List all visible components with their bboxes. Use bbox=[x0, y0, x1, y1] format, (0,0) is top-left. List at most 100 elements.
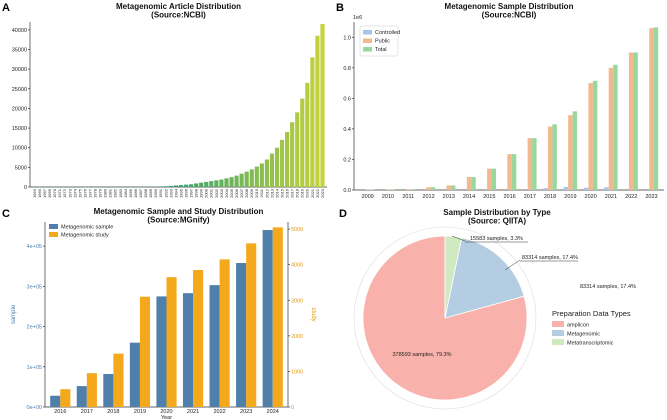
chart-c-bar-metagenomic-study-2019 bbox=[139, 296, 151, 407]
chart-a-bar-2001 bbox=[209, 181, 214, 187]
chart-c-bar-metagenomic-study-2020 bbox=[166, 277, 177, 407]
chart-a-xtick-label-2021: 2021 bbox=[310, 188, 315, 198]
chart-a-ytick-label-4: 20000 bbox=[12, 106, 27, 112]
chart-c-bar-metagenomic-sample-2022 bbox=[209, 285, 220, 407]
chart-c-xtick-label-2022: 2022 bbox=[213, 409, 225, 415]
chart-d-label-amplicon: 378593 samples, 79.3% bbox=[392, 352, 451, 358]
chart-b-ytick-label-1: 0.2 bbox=[343, 157, 351, 163]
chart-b-bar-public-2014 bbox=[466, 177, 472, 190]
chart-b-bar-public-2022 bbox=[628, 52, 634, 190]
chart-c-ytick-right-label-2: 2000 bbox=[291, 334, 303, 340]
chart-d-label-metatranscriptomic: 15583 samples, 3.3% bbox=[470, 236, 523, 242]
chart-a-bar-2014 bbox=[274, 147, 280, 187]
chart-b-ytick-label-0: 0.0 bbox=[343, 188, 351, 194]
chart-c-ytick-left-label-3: 3e+05 bbox=[27, 284, 42, 290]
chart-a-xtick-label-2009: 2009 bbox=[249, 188, 254, 198]
chart-a-ytick-label-3: 15000 bbox=[12, 126, 27, 132]
chart-c-xtick-label-2019: 2019 bbox=[134, 409, 146, 415]
panel-label-a: A bbox=[2, 2, 10, 14]
chart-c-bar-metagenomic-study-2016 bbox=[60, 389, 71, 407]
panel-label-d: D bbox=[339, 208, 347, 220]
chart-a-xtick-label-2017: 2017 bbox=[290, 188, 295, 198]
chart-b-bar-total-2022 bbox=[633, 52, 638, 190]
chart-a-bar-2021 bbox=[310, 57, 315, 187]
chart-c-ytick-left-label-1: 1e+05 bbox=[27, 365, 42, 371]
chart-a-xtick-label-1980: 1980 bbox=[103, 188, 108, 198]
chart-a-bar-1998 bbox=[194, 183, 199, 187]
chart-a-bar-1992 bbox=[163, 186, 168, 187]
chart-b-bar-total-2014 bbox=[471, 177, 476, 190]
chart-b-xtick-label-2014: 2014 bbox=[463, 194, 475, 200]
chart-b-xtick-label-2020: 2020 bbox=[585, 194, 597, 200]
chart-a-bar-2016 bbox=[285, 132, 290, 187]
chart-b-xtick-label-2019: 2019 bbox=[564, 194, 576, 200]
chart-b-title-line-1: (Source:NCBI) bbox=[482, 11, 537, 20]
chart-c-ytick-right-label-1: 1000 bbox=[291, 369, 303, 375]
chart-d-legend-label-amplicon: amplicon bbox=[567, 323, 589, 329]
chart-d-leader-metatranscriptomic bbox=[451, 235, 466, 242]
chart-b-bar-public-2011 bbox=[406, 189, 411, 190]
chart-b-bar-public-2016 bbox=[507, 154, 512, 190]
chart-c-bar-metagenomic-study-2018 bbox=[113, 353, 124, 407]
chart-b-bar-controlled-2020 bbox=[583, 187, 589, 190]
chart-b-bar-total-2012 bbox=[430, 187, 436, 190]
chart-a-xtick-label-1974: 1974 bbox=[72, 188, 77, 198]
chart-a-bar-2022 bbox=[315, 35, 320, 187]
chart-b-xtick-label-2010: 2010 bbox=[382, 194, 394, 200]
chart-a-ytick-label-6: 30000 bbox=[12, 67, 27, 73]
chart-c-title-line-1: (Source:MGnify) bbox=[147, 216, 210, 225]
qiita-pie-chart: Sample Distribution by Type(Source: QIIT… bbox=[353, 208, 636, 410]
chart-d-title-line-0: Sample Distribution by Type bbox=[443, 208, 551, 217]
chart-b-bar-public-2010 bbox=[385, 189, 391, 190]
chart-c-ylabel-left: sample bbox=[11, 304, 17, 324]
chart-a-bar-2017 bbox=[290, 122, 295, 187]
chart-c-bar-metagenomic-sample-2023 bbox=[236, 263, 247, 407]
chart-b-ytick-label-2: 0.4 bbox=[343, 127, 351, 133]
chart-b-legend-swatch-controlled bbox=[363, 30, 372, 35]
chart-a-xtick-label-1984: 1984 bbox=[123, 188, 128, 198]
chart-d-slice-metagenomic bbox=[444, 237, 525, 319]
chart-a-bar-2005 bbox=[229, 177, 234, 187]
chart-b-legend-swatch-public bbox=[363, 38, 372, 43]
chart-a-bar-2013 bbox=[269, 153, 275, 187]
chart-a-ytick-label-1: 5000 bbox=[15, 165, 27, 171]
chart-b-xtick-label-2013: 2013 bbox=[443, 194, 455, 200]
chart-a-xtick-label-1989: 1989 bbox=[148, 188, 153, 198]
chart-b-bar-controlled-2018 bbox=[543, 188, 548, 190]
chart-b-title-line-0: Metagenomic Sample Distribution bbox=[445, 2, 574, 11]
chart-a-xtick-label-2005: 2005 bbox=[229, 188, 234, 198]
mgnify-distribution-chart: Metagenomic Sample and Study Distributio… bbox=[11, 207, 316, 420]
chart-d-legend-title: Preparation Data Types bbox=[552, 309, 631, 318]
chart-b-legend-label-controlled: Controlled bbox=[375, 30, 400, 36]
chart-a-bar-2004 bbox=[224, 178, 229, 187]
panel-label-b: B bbox=[336, 2, 344, 14]
chart-a-bar-1997 bbox=[189, 184, 194, 187]
chart-a-xtick-label-1985: 1985 bbox=[128, 188, 133, 198]
chart-c-xtick-label-2021: 2021 bbox=[187, 409, 199, 415]
chart-c-bar-metagenomic-study-2022 bbox=[219, 259, 230, 407]
chart-a-xtick-label-1990: 1990 bbox=[153, 188, 158, 198]
chart-b-bar-public-2018 bbox=[547, 126, 553, 190]
chart-b-xtick-label-2022: 2022 bbox=[625, 194, 637, 200]
chart-c-ytick-right-label-3: 3000 bbox=[291, 298, 303, 304]
chart-a-xtick-label-2018: 2018 bbox=[295, 188, 300, 198]
chart-a-title-line-1: (Source:NCBI) bbox=[151, 11, 206, 20]
chart-a-xtick-label-1978: 1978 bbox=[93, 188, 98, 198]
chart-b-bar-total-2010 bbox=[390, 189, 395, 190]
chart-a-xtick-label-2019: 2019 bbox=[300, 188, 305, 198]
chart-c-ylabel-right: study bbox=[310, 307, 316, 321]
chart-a-xtick-label-2022: 2022 bbox=[315, 188, 320, 198]
chart-a-xtick-label-1972: 1972 bbox=[62, 188, 67, 198]
chart-c-ytick-left-label-2: 2e+05 bbox=[27, 325, 42, 331]
chart-b-bar-total-2023 bbox=[653, 27, 659, 190]
chart-b-bar-total-2020 bbox=[592, 80, 598, 190]
chart-a-bar-2000 bbox=[204, 181, 209, 187]
chart-a-xtick-label-2004: 2004 bbox=[224, 188, 229, 198]
chart-a-bar-1994 bbox=[173, 185, 179, 187]
chart-a-xtick-label-1987: 1987 bbox=[138, 188, 143, 198]
chart-b-bar-public-2012 bbox=[426, 187, 431, 190]
chart-c-ytick-left-label-0: 0e+00 bbox=[27, 405, 42, 411]
chart-a-bar-2009 bbox=[249, 169, 254, 187]
chart-a-xtick-label-2013: 2013 bbox=[269, 188, 274, 198]
chart-a-xtick-label-1997: 1997 bbox=[189, 188, 194, 198]
